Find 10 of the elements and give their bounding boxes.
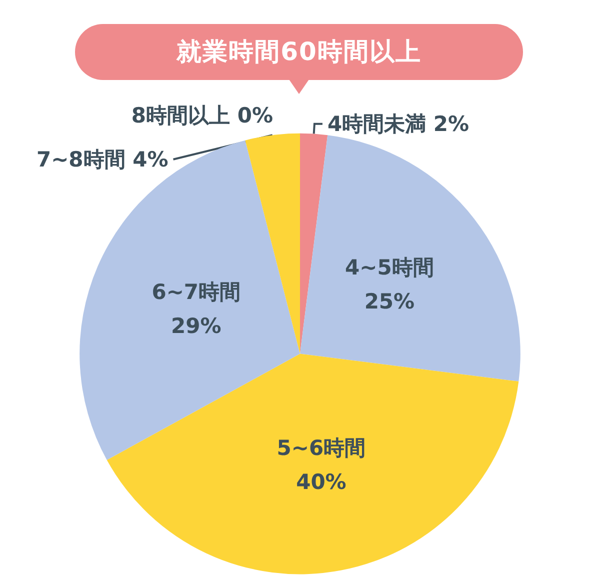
slice-label: 4時間未満 2%	[327, 112, 470, 136]
chart-title: 就業時間60時間以上	[75, 24, 523, 80]
data-label: 40%	[296, 470, 346, 494]
data-label: 29%	[170, 314, 222, 338]
slice-label: 5~6時間	[276, 436, 366, 460]
slice-label: 4~5時間	[345, 255, 434, 280]
slice-label: 6~7時間	[152, 280, 241, 304]
data-label: 25%	[364, 289, 415, 314]
category-label: 8時間以上 0%	[131, 103, 273, 128]
slice-label: 7~8時間 4%	[36, 147, 168, 172]
